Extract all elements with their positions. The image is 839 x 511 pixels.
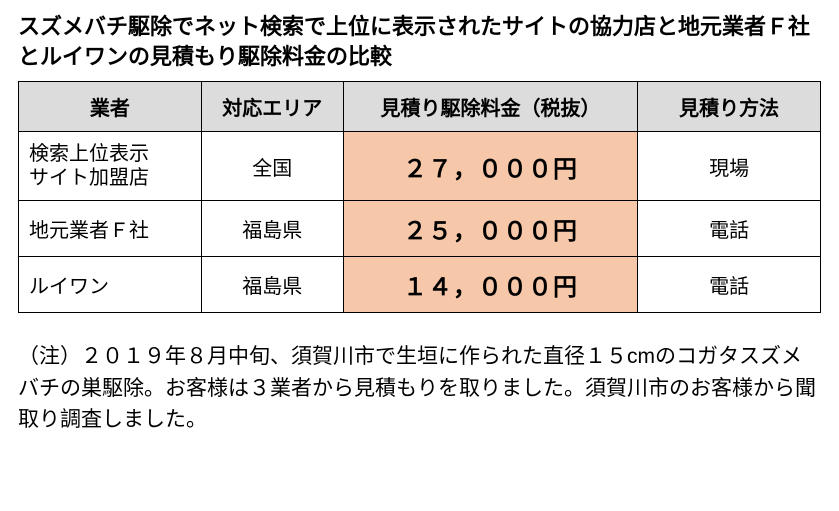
- comparison-title: スズメバチ駆除でネット検索で上位に表示されたサイトの協力店と地元業者Ｆ社とルイワ…: [18, 12, 821, 71]
- cell-vendor: ルイワン: [19, 257, 202, 313]
- cell-vendor: 検索上位表示 サイト加盟店: [19, 132, 202, 201]
- col-header-vendor: 業者: [19, 82, 202, 132]
- table-row: 検索上位表示 サイト加盟店 全国 ２７，０００円 現場: [19, 132, 821, 201]
- col-header-price: 見積り駆除料金（税抜）: [343, 82, 637, 132]
- footnote: （注）２０１９年８月中旬、須賀川市で生垣に作られた直径１５cmのコガタスズメバチ…: [18, 341, 821, 436]
- cell-price: １４，０００円: [343, 257, 637, 313]
- cell-area: 福島県: [201, 257, 343, 313]
- table-row: 地元業者Ｆ社 福島県 ２５，０００円 電話: [19, 201, 821, 257]
- cell-method: 電話: [638, 257, 821, 313]
- cell-method: 現場: [638, 132, 821, 201]
- col-header-method: 見積り方法: [638, 82, 821, 132]
- cell-area: 全国: [201, 132, 343, 201]
- vendor-line1: 検索上位表示: [29, 143, 149, 165]
- price-comparison-table: 業者 対応エリア 見積り駆除料金（税抜） 見積り方法 検索上位表示 サイト加盟店…: [18, 81, 821, 313]
- col-header-area: 対応エリア: [201, 82, 343, 132]
- vendor-line2: サイト加盟店: [29, 167, 149, 189]
- cell-price: ２７，０００円: [343, 132, 637, 201]
- cell-area: 福島県: [201, 201, 343, 257]
- cell-method: 電話: [638, 201, 821, 257]
- table-header-row: 業者 対応エリア 見積り駆除料金（税抜） 見積り方法: [19, 82, 821, 132]
- cell-vendor: 地元業者Ｆ社: [19, 201, 202, 257]
- cell-price: ２５，０００円: [343, 201, 637, 257]
- table-row: ルイワン 福島県 １４，０００円 電話: [19, 257, 821, 313]
